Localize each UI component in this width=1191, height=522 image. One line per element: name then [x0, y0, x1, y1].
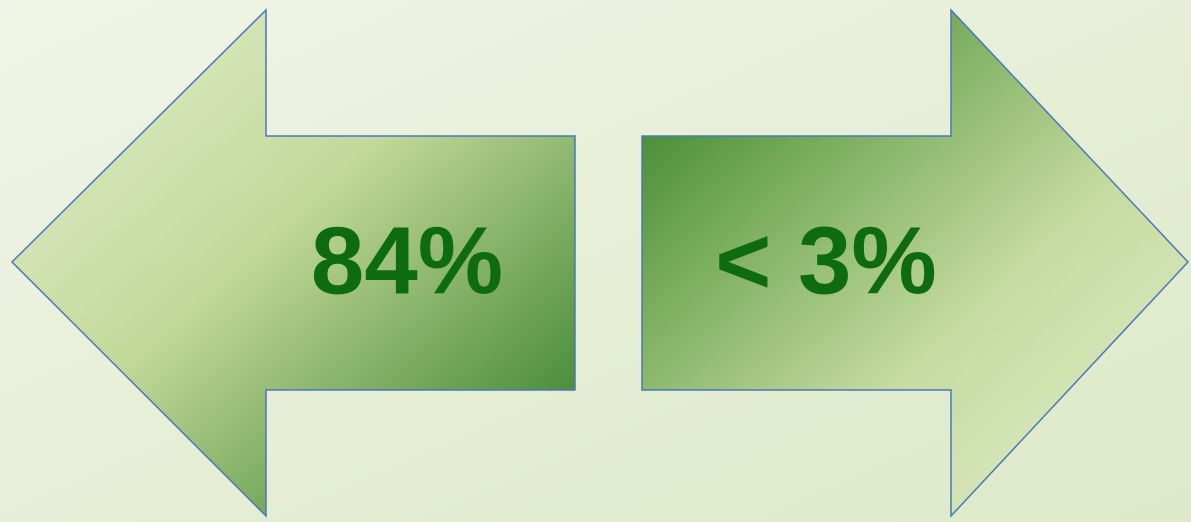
arrow-label: 84% [311, 207, 503, 314]
left-arrow [10, 8, 576, 518]
arrow-label: < 3% [715, 207, 936, 314]
right-arrow [641, 8, 1190, 518]
